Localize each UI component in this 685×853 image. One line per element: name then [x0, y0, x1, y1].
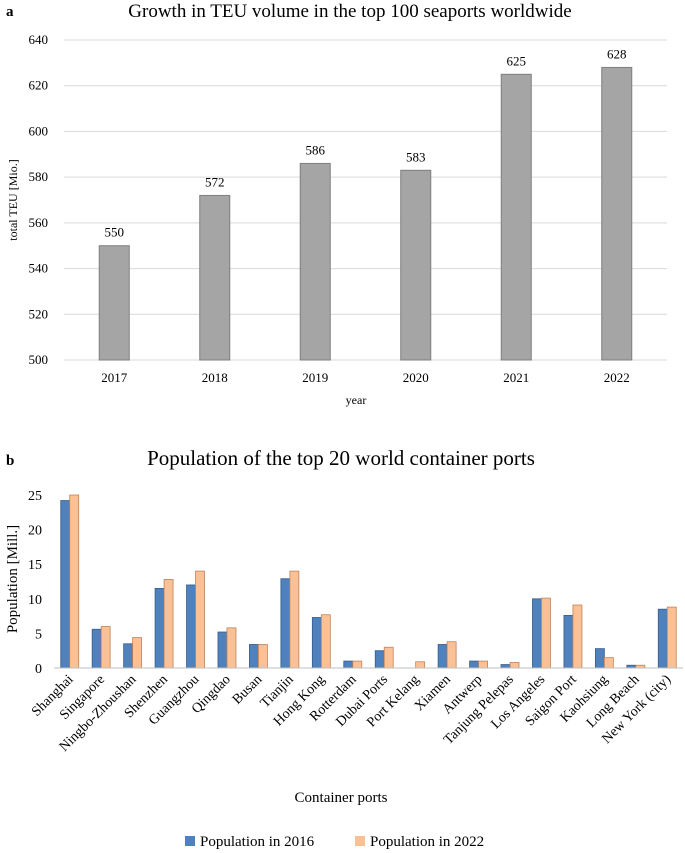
chart-a-x-tick-label: 2017 [101, 370, 128, 385]
chart-a-ylabel: total TEU [Mio.] [6, 159, 20, 240]
panel-a-letter: a [6, 4, 14, 20]
chart-b-bar-2022 [603, 657, 614, 669]
chart-b-y-tick-label: 5 [35, 627, 42, 642]
chart-b-bar-2022 [415, 661, 426, 669]
chart-a-y-tick-label: 580 [29, 169, 49, 184]
chart-a-y-tick-label: 620 [29, 78, 49, 93]
chart-b-bar-2016 [249, 644, 259, 669]
legend-label-2022: Population in 2022 [370, 834, 484, 850]
legend-swatch-2016 [185, 836, 195, 846]
chart-b-bar-2016 [469, 660, 479, 669]
chart-a-bar [98, 245, 130, 361]
chart-a-x-tick-label: 2019 [302, 370, 328, 385]
chart-b-bar-2022 [383, 646, 394, 669]
chart-b-y-tick-label: 10 [28, 593, 42, 608]
chart-b-bar-2016 [532, 598, 542, 669]
chart-b-bar-2022 [352, 660, 363, 669]
chart-b-bar-2022 [446, 641, 457, 669]
chart-b-bar-2016 [563, 615, 574, 669]
legend-swatch-2022 [355, 836, 365, 846]
chart-b-legend: Population in 2016 Population in 2022 [185, 834, 484, 850]
chart-b-bar-2022 [69, 494, 80, 669]
chart-a-x-ticks: 2017 2018 2019 2020 2021 2022 [101, 370, 630, 385]
chart-a-bar [400, 169, 432, 361]
chart-b-y-tick-label: 25 [28, 489, 42, 504]
panel-b-letter: b [6, 453, 14, 469]
chart-b-x-ticks: ShanghaiSingaporeNingbo-ZhoushanShenzhen… [29, 672, 674, 755]
chart-a-data-label: 572 [205, 174, 225, 189]
chart-b-bar-2016 [311, 617, 322, 669]
chart-b-bar-2016 [500, 664, 511, 669]
chart-a-title: Growth in TEU volume in the top 100 seap… [128, 1, 571, 22]
chart-b-bar-2022 [541, 597, 551, 669]
chart-a-data-label: 625 [507, 53, 527, 68]
chart-b-bar-2022 [195, 570, 205, 669]
legend-label-2016: Population in 2016 [200, 834, 315, 850]
chart-a-x-tick-label: 2021 [503, 370, 529, 385]
chart-b-bar-2022 [226, 627, 237, 669]
chart-b-y-ticks: 0 5 10 15 20 25 [28, 489, 42, 677]
chart-a-bar [601, 66, 633, 361]
chart-b-bar-2016 [437, 644, 448, 669]
chart-b-bar-2022 [132, 637, 143, 669]
chart-a-bars [98, 66, 633, 361]
chart-a-y-tick-label: 500 [29, 352, 49, 367]
chart-b-bar-2022 [163, 579, 174, 669]
chart-b-xlabel: Container ports [295, 790, 388, 806]
chart-b-bar-2022 [320, 614, 331, 669]
chart-a-y-tick-label: 540 [29, 261, 49, 276]
chart-b-bar-2016 [60, 500, 71, 669]
chart-a-x-tick-label: 2022 [604, 370, 630, 385]
chart-b-bar-2016 [343, 660, 354, 669]
chart-a-data-label: 628 [607, 46, 627, 61]
chart-b-bar-2016 [374, 650, 385, 669]
chart-b-bar-2016 [91, 628, 102, 669]
chart-a-y-tick-label: 640 [29, 32, 49, 47]
chart-b-bar-2022 [666, 606, 677, 669]
chart-a-y-tick-label: 520 [29, 306, 49, 321]
chart-a-x-tick-label: 2020 [403, 370, 429, 385]
chart-b-bars [60, 494, 677, 669]
chart-b-y-tick-label: 0 [35, 662, 42, 677]
chart-b-bar-2022 [478, 660, 488, 669]
chart-a-bar [299, 162, 331, 361]
chart-a-bar [500, 73, 532, 361]
chart-a-bar [199, 194, 231, 361]
chart-a-x-tick-label: 2018 [202, 370, 228, 385]
chart-b-y-tick-label: 20 [28, 524, 42, 539]
chart-a-y-ticks: 500 520 540 560 580 600 620 640 [29, 32, 49, 367]
chart-b-ylabel: Population [Mill.] [5, 525, 21, 633]
chart-b-bar-2016 [280, 578, 291, 669]
chart-a-data-label: 583 [406, 149, 426, 164]
chart-b-bar-2016 [657, 608, 668, 669]
chart-a-data-labels: 550 572 586 583 625 628 [105, 46, 627, 239]
chart-a-gridlines [64, 39, 667, 361]
chart-a-xlabel: year [346, 393, 367, 407]
chart-b-bar-2022 [509, 662, 520, 669]
chart-b-bar-2022 [572, 604, 583, 669]
chart-b-y-tick-label: 15 [28, 558, 42, 573]
chart-a-y-tick-label: 600 [29, 123, 49, 138]
chart-a-data-label: 550 [105, 225, 125, 240]
chart-b-bar-2016 [154, 588, 165, 669]
chart-a-y-tick-label: 560 [29, 215, 49, 230]
chart-b-bar-2022 [258, 644, 268, 669]
chart-b-title: Population of the top 20 world container… [147, 446, 535, 470]
chart-b-bar-2016 [594, 648, 605, 669]
chart-b-bar-2016 [186, 584, 196, 669]
chart-b-bar-2016 [217, 631, 228, 669]
chart-b-bar-2022 [100, 626, 111, 669]
chart-b-bar-2016 [123, 643, 134, 669]
chart-b-bar-2022 [289, 570, 300, 669]
chart-a-data-label: 586 [306, 142, 326, 157]
